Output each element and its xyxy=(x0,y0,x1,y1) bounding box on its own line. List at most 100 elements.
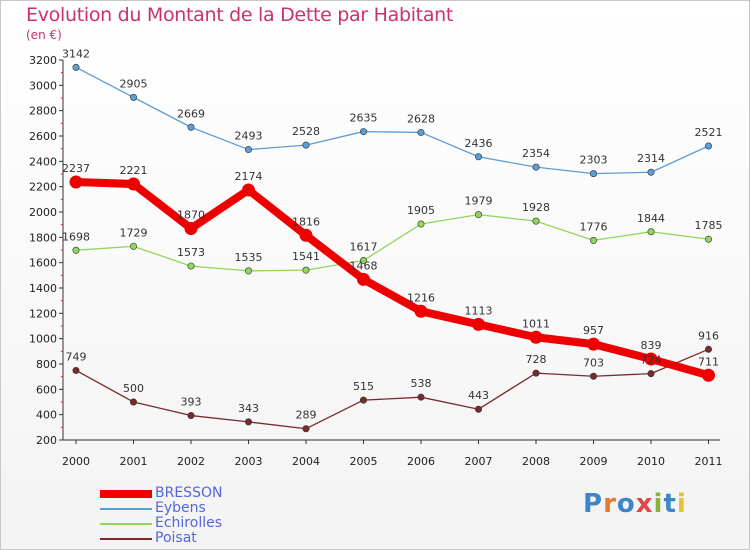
chart-points xyxy=(69,63,715,433)
x-tick-label: 2005 xyxy=(350,455,378,468)
x-tick-label: 2001 xyxy=(120,455,148,468)
data-label-eybens: 2528 xyxy=(292,125,320,138)
data-label-poisat: 515 xyxy=(353,380,374,393)
data-label-poisat: 916 xyxy=(698,329,719,342)
data-label-poisat: 728 xyxy=(526,353,547,366)
data-label-poisat: 500 xyxy=(123,382,144,395)
data-point-eybens xyxy=(589,170,597,178)
logo-letter: x xyxy=(635,489,654,519)
data-label-eybens: 2493 xyxy=(235,130,263,143)
data-point-eybens xyxy=(417,128,425,136)
legend-swatch xyxy=(100,490,152,498)
x-tick-label: 2004 xyxy=(292,455,320,468)
data-label-echirolles: 1698 xyxy=(62,230,90,243)
data-label-poisat: 393 xyxy=(181,396,202,409)
data-label-bresson: 1113 xyxy=(465,304,493,317)
y-tick-label: 3200 xyxy=(29,54,57,67)
data-point-poisat xyxy=(187,412,195,420)
x-tick-label: 2000 xyxy=(62,455,90,468)
legend-swatch xyxy=(100,523,152,525)
data-point-eybens xyxy=(72,63,80,71)
data-label-bresson: 839 xyxy=(641,339,662,352)
data-label-echirolles: 1729 xyxy=(120,226,148,239)
data-point-eybens xyxy=(532,163,540,171)
y-tick-label: 1400 xyxy=(29,282,57,295)
data-point-eybens xyxy=(704,142,712,150)
data-label-echirolles: 1535 xyxy=(235,251,263,264)
data-label-bresson: 1011 xyxy=(522,317,550,330)
data-point-poisat xyxy=(474,405,482,413)
data-point-bresson xyxy=(587,337,600,351)
data-label-bresson: 1468 xyxy=(350,259,378,272)
data-label-eybens: 2303 xyxy=(580,154,608,167)
y-tick-label: 2600 xyxy=(29,130,57,143)
y-tick-label: 1600 xyxy=(29,257,57,270)
data-point-bresson xyxy=(414,304,428,318)
data-label-poisat: 289 xyxy=(296,409,317,422)
data-point-eybens xyxy=(474,153,482,161)
y-tick-label: 200 xyxy=(36,434,57,447)
data-label-eybens: 2905 xyxy=(120,77,148,90)
data-point-echirolles xyxy=(72,246,80,254)
data-point-bresson xyxy=(702,368,715,382)
data-point-eybens xyxy=(130,93,138,101)
data-point-bresson xyxy=(69,175,83,189)
chart-lines xyxy=(75,66,710,430)
y-tick-label: 3000 xyxy=(29,79,57,92)
legend-swatch xyxy=(100,508,152,510)
data-label-bresson: 957 xyxy=(583,324,604,337)
x-tick-label: 2008 xyxy=(522,455,550,468)
data-point-poisat xyxy=(245,418,253,426)
data-point-poisat xyxy=(704,345,712,353)
x-tick-label: 2010 xyxy=(637,455,665,468)
x-tick-label: 2003 xyxy=(235,455,263,468)
logo-letter: r xyxy=(603,489,617,519)
data-label-bresson: 1816 xyxy=(292,215,320,228)
x-tick-label: 2006 xyxy=(407,455,435,468)
x-tick-label: 2011 xyxy=(695,455,723,468)
data-point-poisat xyxy=(130,398,138,406)
y-tick-label: 600 xyxy=(36,383,57,396)
data-label-eybens: 3142 xyxy=(62,47,90,60)
data-point-echirolles xyxy=(187,262,195,270)
logo-letter: i xyxy=(653,489,664,519)
data-label-poisat: 749 xyxy=(66,350,87,363)
y-tick-label: 1200 xyxy=(29,307,57,320)
data-label-bresson: 1216 xyxy=(407,291,435,304)
x-tick-label: 2007 xyxy=(465,455,493,468)
logo-letter: i xyxy=(676,489,687,519)
data-label-poisat: 538 xyxy=(411,377,432,390)
data-label-bresson: 1870 xyxy=(177,208,205,221)
data-point-poisat xyxy=(647,370,655,378)
y-tick-label: 800 xyxy=(36,358,57,371)
data-point-echirolles xyxy=(417,220,425,228)
chart-title: Evolution du Montant de la Dette par Hab… xyxy=(26,4,454,26)
data-point-echirolles xyxy=(130,242,138,250)
data-point-echirolles xyxy=(532,217,540,225)
data-label-eybens: 2354 xyxy=(522,147,550,160)
data-point-poisat xyxy=(302,425,310,433)
proxiti-logo: Proxiti xyxy=(583,489,687,519)
data-label-echirolles: 1785 xyxy=(695,219,723,232)
data-label-poisat: 343 xyxy=(238,402,259,415)
data-label-bresson: 711 xyxy=(698,355,719,368)
data-point-poisat xyxy=(359,396,367,404)
data-point-poisat xyxy=(72,366,80,374)
legend-label: BRESSON xyxy=(155,485,223,501)
data-point-eybens xyxy=(359,128,367,136)
data-point-bresson xyxy=(184,221,198,235)
y-tick-label: 2000 xyxy=(29,206,57,219)
chart-data-labels: 2237 2221 1870 2174 1816 1468 1216 1113 1011 957 8… xyxy=(62,47,723,421)
data-label-echirolles: 1776 xyxy=(580,220,608,233)
data-point-eybens xyxy=(647,168,655,176)
data-label-poisat: 443 xyxy=(468,389,489,402)
data-point-poisat xyxy=(532,369,540,377)
series-line-poisat xyxy=(75,348,709,430)
data-point-bresson xyxy=(644,352,658,366)
data-point-bresson xyxy=(299,228,313,242)
x-tick-label: 2002 xyxy=(177,455,205,468)
data-point-poisat xyxy=(589,372,597,380)
data-label-bresson: 2237 xyxy=(62,162,90,175)
series-line-echirolles xyxy=(75,214,709,272)
